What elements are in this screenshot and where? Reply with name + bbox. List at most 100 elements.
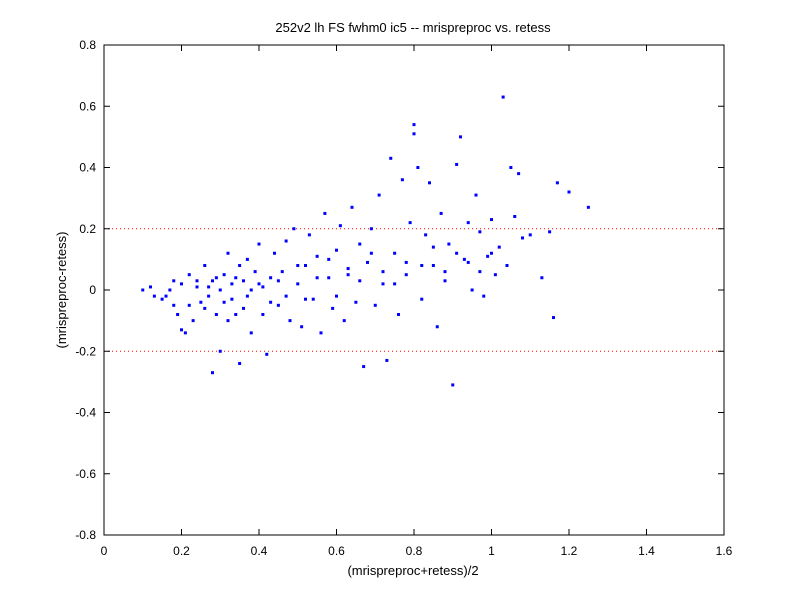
data-point: [172, 303, 176, 307]
data-point: [307, 233, 311, 237]
data-point: [490, 251, 493, 255]
data-point: [521, 236, 524, 240]
data-point: [466, 221, 470, 225]
data-point: [191, 319, 195, 323]
data-point: [319, 331, 323, 335]
x-tick-label: 1.4: [638, 544, 655, 558]
data-point: [466, 260, 470, 264]
data-point: [180, 328, 183, 332]
data-point: [342, 319, 346, 323]
data-point: [315, 254, 319, 258]
data-point: [443, 270, 447, 274]
data-point: [420, 297, 424, 301]
data-point: [455, 251, 459, 255]
data-point: [404, 273, 408, 277]
data-point: [385, 358, 389, 362]
data-point: [257, 282, 261, 286]
data-point: [416, 166, 420, 169]
data-point: [315, 276, 319, 280]
data-point: [455, 162, 459, 166]
data-point: [207, 285, 211, 289]
y-tick-label: 0: [89, 283, 96, 297]
data-point: [350, 205, 354, 209]
data-point: [296, 264, 300, 267]
data-point: [428, 181, 431, 185]
data-point: [187, 273, 191, 277]
data-point: [478, 230, 482, 234]
y-tick-label: 0.8: [79, 38, 96, 52]
data-point: [335, 294, 338, 298]
data-point: [187, 303, 191, 307]
data-point: [238, 362, 242, 365]
data-point: [509, 166, 513, 169]
data-point: [269, 300, 273, 304]
data-point: [393, 282, 397, 286]
data-point: [335, 248, 338, 252]
data-point: [296, 282, 300, 286]
data-point: [369, 251, 373, 255]
data-point: [490, 218, 493, 222]
data-point: [412, 123, 416, 127]
data-point: [242, 279, 245, 283]
data-point: [435, 325, 439, 329]
data-point: [203, 264, 207, 267]
data-point: [482, 294, 486, 298]
x-tick-label: 1.6: [716, 544, 733, 558]
data-point: [408, 221, 412, 225]
data-point: [381, 270, 385, 274]
data-point: [269, 276, 273, 280]
data-point: [261, 313, 265, 316]
data-point: [400, 178, 404, 182]
x-tick-label: 0.8: [406, 544, 423, 558]
data-point: [234, 276, 238, 280]
data-point: [230, 282, 234, 286]
data-point: [501, 95, 505, 99]
data-point: [431, 264, 435, 267]
data-point: [180, 282, 183, 286]
data-point: [168, 288, 172, 292]
data-point: [280, 270, 284, 274]
data-point: [552, 316, 555, 320]
x-axis-label: (mrispreproc+retess)/2: [347, 563, 478, 578]
data-point: [540, 276, 544, 280]
data-point: [211, 371, 214, 375]
data-point: [327, 276, 331, 280]
data-point: [300, 325, 304, 329]
data-point: [462, 257, 466, 261]
data-point: [207, 294, 211, 298]
chart-title: 252v2 lh FS fwhm0 ic5 -- mrispreproc vs.…: [275, 20, 551, 35]
data-point: [459, 135, 462, 139]
y-tick-label: 0.2: [79, 222, 96, 236]
data-point: [517, 172, 521, 176]
data-point: [323, 211, 327, 215]
y-axis-ticks: -0.8 -0.6 -0.4 -0.2 0 0.2 0.4 0.6 0.8: [75, 38, 724, 542]
x-axis-ticks: 0 0.2 0.4 0.6 0.8 1 1.2 1.4 1.6: [101, 45, 733, 558]
x-tick-label: 0.6: [328, 544, 345, 558]
data-point: [292, 227, 296, 231]
data-point: [284, 239, 288, 243]
data-point: [152, 294, 156, 298]
data-point: [346, 273, 350, 277]
data-point: [431, 245, 435, 249]
data-point: [373, 303, 377, 307]
data-point: [493, 273, 497, 277]
data-point: [513, 215, 517, 218]
data-point: [439, 211, 443, 215]
x-tick-label: 0.4: [251, 544, 268, 558]
y-tick-label: 0.4: [79, 161, 96, 175]
data-point: [160, 297, 164, 301]
data-point: [362, 365, 366, 369]
x-tick-label: 0: [101, 544, 108, 558]
data-point: [369, 227, 373, 231]
data-point: [474, 193, 478, 197]
data-point: [420, 264, 424, 267]
data-point: [443, 279, 447, 283]
data-point: [338, 224, 342, 228]
data-point: [304, 264, 307, 267]
data-point: [555, 181, 559, 185]
data-point: [245, 257, 249, 261]
data-point: [548, 230, 552, 234]
data-point: [238, 264, 242, 267]
data-point: [276, 303, 280, 307]
data-point: [381, 282, 385, 286]
